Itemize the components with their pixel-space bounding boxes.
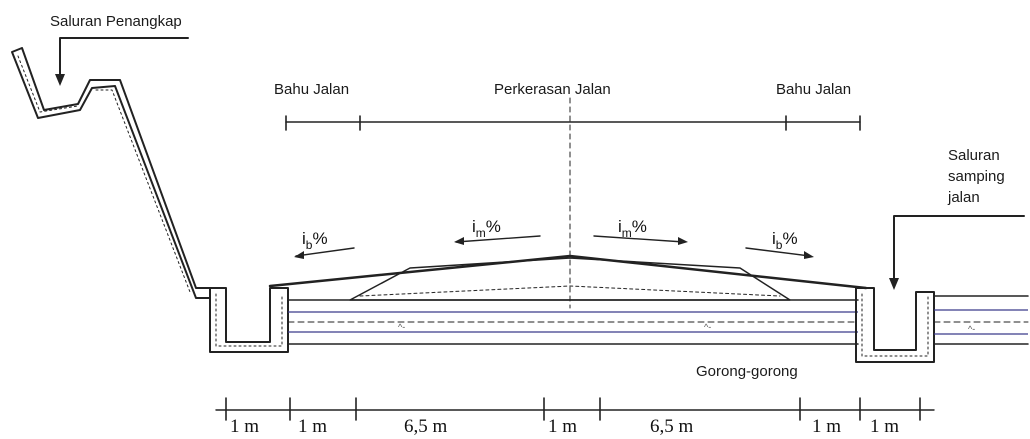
- left-side-ditch: [209, 287, 289, 353]
- road-body: ^- ^-: [268, 254, 868, 345]
- dimension-label: 1 m: [230, 416, 259, 437]
- side-channel-label-line3: jalan: [947, 189, 980, 206]
- svg-text:im%: im%: [472, 217, 501, 240]
- svg-text:^-: ^-: [398, 322, 405, 332]
- side-channel-label-line2: samping: [948, 168, 1005, 185]
- right-culvert-outlet: ^-: [933, 295, 1029, 345]
- catch-channel-label: Saluran Penangkap: [50, 13, 182, 30]
- width-span-line: [285, 115, 861, 131]
- slope-pavement-left: im%: [454, 217, 541, 245]
- svg-text:ib%: ib%: [302, 229, 328, 252]
- catch-channel-arrow: [55, 37, 189, 86]
- slope-shoulder-right: ib%: [745, 229, 814, 259]
- svg-text:im%: im%: [618, 217, 647, 240]
- svg-text:^-: ^-: [704, 322, 711, 332]
- shoulder-right-label: Bahu Jalan: [776, 81, 851, 98]
- right-side-ditch: [855, 287, 935, 363]
- bottom-dimension-line: [215, 397, 935, 421]
- slope-pavement-right: im%: [593, 217, 688, 245]
- svg-text:^-: ^-: [968, 324, 975, 334]
- dimension-label: 1 m: [812, 416, 841, 437]
- catch-channel: [11, 47, 211, 299]
- slope-shoulder-left: ib%: [294, 229, 355, 259]
- dimension-label: 1 m: [298, 416, 327, 437]
- dimension-label: 6,5 m: [650, 416, 694, 437]
- pavement-label: Perkerasan Jalan: [494, 81, 611, 98]
- side-channel-label-line1: Saluran: [948, 147, 1000, 164]
- side-channel-arrow: [889, 215, 1025, 290]
- dimension-label: 1 m: [870, 416, 899, 437]
- dimension-label: 6,5 m: [404, 416, 448, 437]
- svg-text:ib%: ib%: [772, 229, 798, 252]
- culvert-label: Gorong-gorong: [696, 363, 798, 380]
- shoulder-left-label: Bahu Jalan: [274, 81, 349, 98]
- dimension-label: 1 m: [548, 416, 577, 437]
